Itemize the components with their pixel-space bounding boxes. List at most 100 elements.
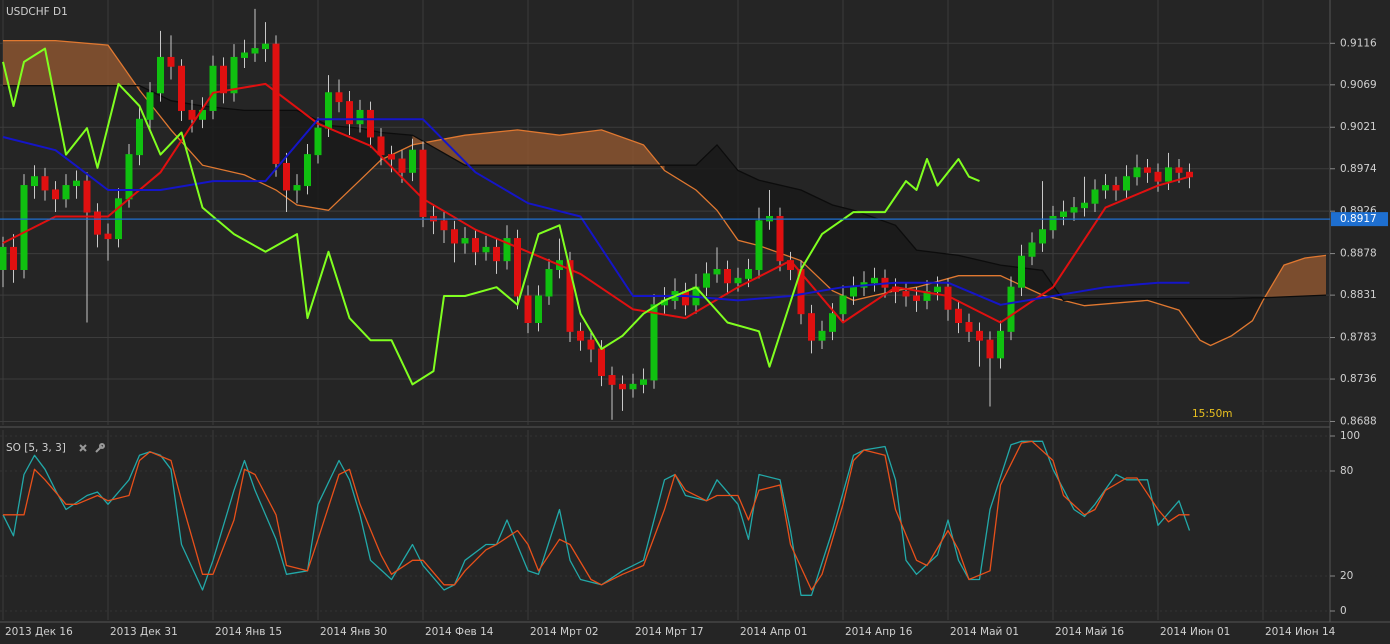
candle-body [818, 330, 826, 341]
candle-body [220, 65, 227, 94]
indicator-line [2, 82, 1190, 324]
candle-body [94, 211, 101, 235]
candle-body [335, 92, 343, 103]
candle-body [934, 286, 941, 293]
candle-body [178, 65, 185, 111]
cloud-segment [360, 128, 381, 181]
cloud-segment [202, 106, 245, 175]
candle-body [850, 286, 857, 297]
y-tick-label: 20 [1340, 570, 1353, 582]
candle-body [629, 383, 637, 390]
candle-body [230, 56, 238, 94]
candle-body [944, 286, 952, 310]
candle-body [776, 215, 784, 262]
x-tick-label: 2014 Мрт 02 [530, 626, 599, 638]
candle-body [682, 291, 689, 306]
y-tick-label: 0.8783 [1340, 332, 1377, 344]
cloud-segment [244, 110, 276, 190]
candle-body [535, 295, 542, 324]
candle-body [608, 375, 616, 385]
cloud-segment [1200, 298, 1211, 346]
y-tick-label: 0.8831 [1340, 289, 1377, 301]
cloud-segment [1284, 258, 1305, 297]
candle-body [1186, 171, 1193, 178]
cloud-segment [832, 204, 854, 301]
candle-body [1018, 255, 1025, 288]
candle-body [755, 220, 763, 270]
candle-body [104, 233, 112, 240]
candle-body [398, 158, 406, 173]
candle-body [871, 277, 878, 284]
candle-body [808, 313, 815, 341]
cloud-segment [738, 170, 759, 246]
x-tick-label: 2013 Дек 16 [5, 626, 73, 638]
candle-body [713, 268, 721, 275]
candle-body [1175, 167, 1183, 173]
y-tick-label: 0.9021 [1340, 121, 1377, 133]
candle-body [283, 162, 290, 191]
candle-body [1112, 185, 1120, 191]
x-tick-label: 2014 Июн 01 [1160, 626, 1230, 638]
candle-body [356, 109, 364, 125]
cloud-segment [601, 129, 644, 166]
candle-body [839, 295, 847, 315]
cloud-segment [958, 255, 1001, 276]
candle-body [724, 268, 731, 284]
indicator-line [2, 47, 980, 386]
candle-body [41, 176, 49, 191]
candle-body [503, 238, 511, 262]
cloud-segment [1231, 297, 1253, 336]
candle-body [1144, 167, 1151, 173]
candle-body [304, 154, 311, 187]
cloud-segment [1179, 298, 1200, 341]
candle-body [734, 277, 742, 284]
candle-body [829, 313, 836, 332]
candle-body [31, 176, 38, 187]
candle-body [524, 295, 532, 324]
candle-body [566, 260, 574, 332]
chart-title: USDCHF D1 [6, 6, 68, 18]
current-price-label: 0.8917 [1340, 213, 1377, 225]
cloud-segment [517, 129, 560, 166]
candle-body [188, 109, 196, 120]
candle-body [1007, 286, 1015, 332]
y-tick-label: 80 [1340, 465, 1353, 477]
candle-body [293, 185, 301, 191]
indicator-title: SO [5, 3, 3] [6, 442, 66, 454]
candle-body [913, 295, 920, 301]
x-tick-label: 2014 Янв 15 [215, 626, 282, 638]
candle-body [1049, 215, 1057, 231]
candle-body [1039, 229, 1046, 244]
cloud-segment [895, 225, 917, 291]
y-tick-label: 0.9069 [1340, 79, 1377, 91]
candle-body [482, 246, 490, 253]
y-tick-label: 0.8878 [1340, 248, 1377, 260]
candle-body [986, 339, 994, 359]
candle-body [241, 52, 248, 58]
candle-body [0, 246, 7, 270]
x-tick-label: 2014 Янв 30 [320, 626, 387, 638]
x-tick-label: 2014 Апр 16 [845, 626, 913, 638]
candle-body [377, 136, 385, 156]
stochastic-line [3, 440, 1190, 591]
candle-body [640, 379, 647, 385]
candle-body [976, 330, 983, 341]
cloud-segment [3, 40, 56, 86]
stochastic-line [2, 440, 1191, 596]
candle-body [1060, 211, 1067, 217]
candle-body [1154, 171, 1162, 182]
candle-body [577, 330, 584, 341]
candle-body [955, 308, 962, 324]
cloud-segment [559, 129, 602, 166]
x-tick-label: 2014 Мрт 17 [635, 626, 704, 638]
candle-body [451, 229, 458, 244]
candle-body [167, 56, 175, 67]
candle-body [367, 109, 374, 138]
candle-body [251, 48, 259, 54]
candle-body [1081, 202, 1088, 209]
candle-body [902, 291, 910, 297]
y-tick-label: 0.8688 [1340, 415, 1377, 427]
y-tick-label: 0 [1340, 605, 1347, 617]
